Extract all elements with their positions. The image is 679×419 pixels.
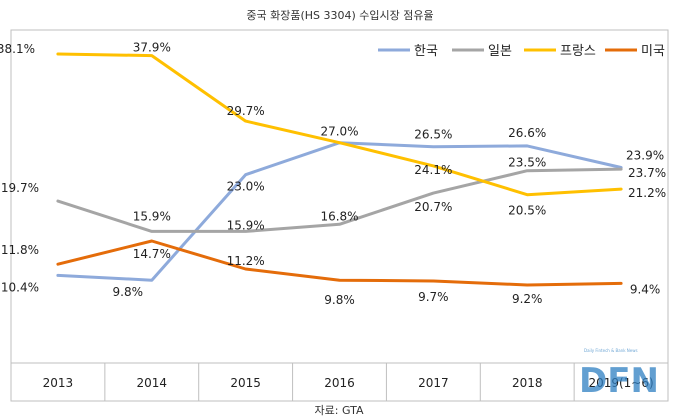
data-label: 38.1% — [0, 42, 35, 56]
legend-label: 미국 — [641, 44, 665, 59]
data-label: 29.7% — [227, 104, 265, 118]
data-label: 19.7% — [1, 181, 39, 195]
series-line — [56, 167, 623, 233]
data-label: 9.4% — [630, 282, 661, 296]
data-label: 15.9% — [227, 218, 265, 232]
data-label: 23.0% — [227, 180, 265, 194]
x-tick-label: 2017 — [418, 376, 449, 390]
data-label: 16.8% — [320, 209, 358, 223]
data-label: 23.5% — [508, 156, 546, 170]
data-label: 15.9% — [133, 209, 171, 223]
data-label: 9.8% — [324, 293, 355, 307]
x-tick-label: 2019(1~6) — [588, 376, 653, 390]
data-label: 24.1% — [414, 163, 452, 177]
x-tick-label: 2018 — [512, 376, 543, 390]
x-tick-label: 2016 — [324, 376, 355, 390]
data-label: 11.2% — [227, 254, 265, 268]
data-label: 9.7% — [418, 290, 449, 304]
legend-label: 일본 — [488, 44, 512, 59]
data-label: 20.5% — [508, 204, 546, 218]
data-label: 23.7% — [628, 166, 666, 180]
data-label: 14.7% — [133, 247, 171, 261]
data-label: 23.9% — [626, 149, 664, 163]
chart-title: 중국 화장품(HS 3304) 수입시장 점유율 — [246, 9, 433, 22]
legend-label: 프랑스 — [560, 44, 596, 59]
data-label: 37.9% — [133, 41, 171, 55]
watermark-logo: DFN — [579, 361, 659, 401]
x-tick-label: 2013 — [43, 376, 74, 390]
data-labels: 10.4% 9.8% 23.0% 27.0% 26.5% 26.6% 23.9% 19.7% 1… — [0, 41, 666, 308]
series-group — [56, 52, 623, 287]
data-label: 21.2% — [628, 186, 666, 200]
data-label: 27.0% — [320, 125, 358, 139]
watermark: DFN Daily Fintech & Bank News — [579, 348, 659, 401]
watermark-subtext: Daily Fintech & Bank News — [584, 348, 638, 353]
data-label: 11.8% — [1, 243, 39, 257]
series-line — [56, 52, 623, 197]
data-label: 9.2% — [512, 292, 543, 306]
data-label: 10.4% — [1, 280, 39, 294]
source-note: 자료: GTA — [315, 404, 364, 417]
chart-frame — [10, 29, 669, 402]
x-axis-ticks: 2013 2014 2015 2016 2017 2018 2019(1~6) — [43, 363, 654, 401]
x-tick-label: 2015 — [230, 376, 261, 390]
legend-label: 한국 — [414, 44, 438, 59]
series-line — [56, 239, 623, 287]
data-label: 26.6% — [508, 126, 546, 140]
legend: 한국 일본 프랑스 미국 — [378, 44, 665, 59]
x-tick-label: 2014 — [137, 376, 168, 390]
data-label: 20.7% — [414, 200, 452, 214]
data-label: 26.5% — [414, 128, 452, 142]
data-label: 9.8% — [113, 285, 144, 299]
